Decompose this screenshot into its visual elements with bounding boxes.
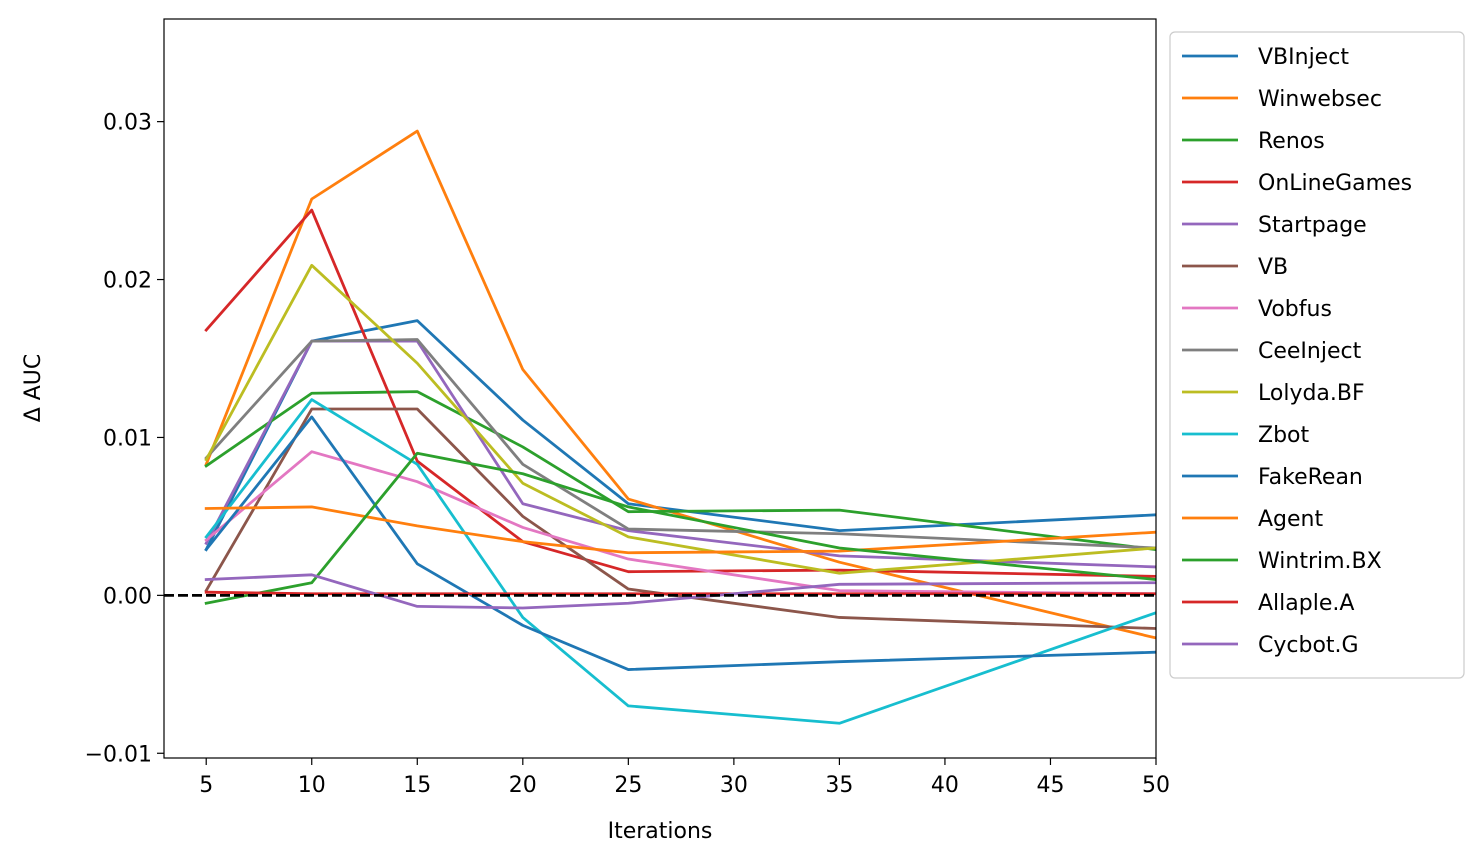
legend-label-wintrim-bx: Wintrim.BX [1258, 549, 1382, 574]
y-tick-label: 0.00 [103, 584, 152, 609]
plot-frame [163, 18, 1157, 759]
series-line-ceeinject [204, 338, 1156, 550]
x-tick-label: 30 [720, 773, 748, 798]
y-tick-label: 0.01 [103, 426, 152, 451]
legend-label-lolyda-bf: Lolyda.BF [1258, 381, 1365, 406]
legend-label-startpage: Startpage [1258, 213, 1367, 238]
y-axis-label: Δ AUC [21, 354, 46, 423]
x-tick-label: 25 [614, 773, 642, 798]
y-axis: −0.01 0.00 0.01 0.02 0.03 [85, 111, 164, 767]
legend-label-winwebsec: Winwebsec [1258, 87, 1382, 112]
x-tick-label: 35 [825, 773, 853, 798]
x-axis: 5 10 15 20 25 30 35 40 45 50 [199, 758, 1170, 798]
x-tick-label: 5 [199, 773, 213, 798]
series-line-zbot [204, 398, 1156, 725]
series-line-fakerean [204, 415, 1156, 671]
series-line-vb [204, 407, 1156, 630]
legend-box [1169, 31, 1465, 679]
x-tick-label: 45 [1036, 773, 1064, 798]
x-tick-label: 40 [931, 773, 959, 798]
series-line-wintrim-bx [204, 451, 1156, 605]
y-tick-label: −0.01 [85, 742, 152, 767]
x-tick-label: 15 [403, 773, 431, 798]
y-tick-label: 0.03 [103, 111, 152, 136]
series-line-agent [204, 505, 1156, 555]
legend-label-renos: Renos [1258, 129, 1325, 154]
legend-label-cycbot-g: Cycbot.G [1258, 633, 1359, 658]
legend: VBInject Winwebsec Renos OnLineGames Startpa… [1169, 31, 1465, 679]
x-tick-label: 10 [298, 773, 326, 798]
legend-label-vbinject: VBInject [1258, 45, 1349, 70]
legend-label-fakerean: FakeRean [1258, 465, 1363, 490]
series-line-allaple-a [204, 590, 1156, 596]
x-tick-label: 50 [1142, 773, 1170, 798]
legend-label-onlinegames: OnLineGames [1258, 171, 1412, 196]
series-layer [204, 129, 1156, 725]
legend-label-vb: VB [1258, 255, 1288, 280]
legend-label-agent: Agent [1258, 507, 1323, 532]
x-axis-label: Iterations [608, 819, 713, 844]
legend-label-vobfus: Vobfus [1258, 297, 1332, 322]
x-tick-label: 20 [509, 773, 537, 798]
legend-label-zbot: Zbot [1258, 423, 1309, 448]
series-line-vobfus [204, 450, 1156, 596]
series-line-renos [204, 390, 1156, 551]
legend-label-allaple-a: Allaple.A [1258, 591, 1354, 616]
series-line-cycbot-g [204, 573, 1156, 610]
series-line-winwebsec [204, 129, 1156, 640]
legend-label-ceeinject: CeeInject [1258, 339, 1362, 364]
series-line-lolyda-bf [204, 263, 1156, 575]
y-tick-label: 0.02 [103, 269, 152, 294]
